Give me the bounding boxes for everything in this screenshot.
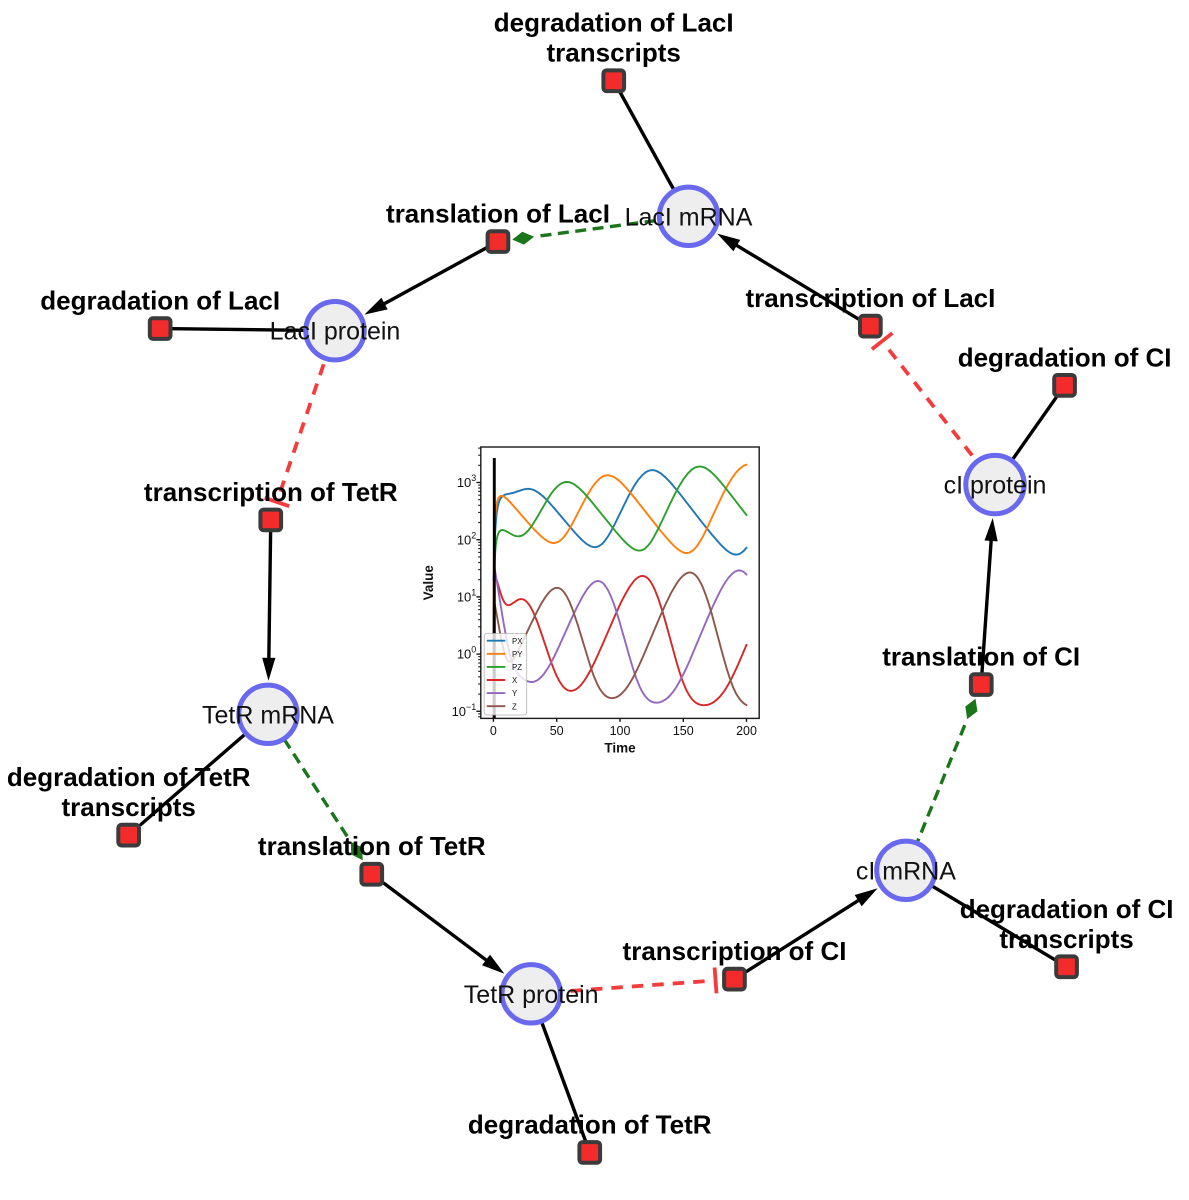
- svg-text:200: 200: [736, 724, 757, 738]
- svg-text:100: 100: [457, 645, 476, 662]
- svg-text:transcription of TetR: transcription of TetR: [144, 477, 398, 507]
- svg-text:cI mRNA: cI mRNA: [856, 857, 956, 885]
- svg-text:Z: Z: [512, 702, 517, 711]
- svg-text:0: 0: [490, 724, 497, 738]
- svg-text:degradation of CI: degradation of CI: [960, 894, 1174, 924]
- svg-text:degradation of CI: degradation of CI: [958, 342, 1172, 372]
- svg-text:translation of CI: translation of CI: [882, 642, 1080, 672]
- svg-text:translation of LacI: translation of LacI: [386, 199, 610, 229]
- svg-text:150: 150: [673, 724, 694, 738]
- svg-text:50: 50: [550, 724, 564, 738]
- svg-text:cI protein: cI protein: [944, 472, 1047, 500]
- svg-text:translation of TetR: translation of TetR: [258, 831, 486, 861]
- svg-text:10−1: 10−1: [452, 702, 477, 719]
- svg-text:transcripts: transcripts: [62, 792, 196, 822]
- svg-text:transcription of LacI: transcription of LacI: [745, 283, 995, 313]
- svg-text:100: 100: [610, 724, 631, 738]
- svg-text:PY: PY: [512, 650, 523, 659]
- svg-text:transcripts: transcripts: [547, 38, 681, 68]
- svg-text:101: 101: [457, 588, 476, 605]
- svg-text:103: 103: [457, 473, 476, 490]
- svg-text:LacI protein: LacI protein: [270, 318, 401, 346]
- svg-text:degradation of TetR: degradation of TetR: [468, 1109, 712, 1139]
- svg-text:Value: Value: [421, 565, 436, 601]
- svg-text:PZ: PZ: [512, 663, 522, 672]
- svg-text:PX: PX: [512, 637, 523, 646]
- svg-text:TetR protein: TetR protein: [464, 981, 599, 1009]
- svg-text:degradation of LacI: degradation of LacI: [494, 8, 734, 38]
- svg-text:degradation of TetR: degradation of TetR: [7, 762, 251, 792]
- svg-text:Y: Y: [512, 689, 518, 698]
- svg-text:X: X: [512, 676, 518, 685]
- svg-text:102: 102: [457, 530, 476, 547]
- svg-text:Time: Time: [604, 741, 636, 756]
- svg-text:TetR mRNA: TetR mRNA: [202, 701, 334, 729]
- svg-text:LacI mRNA: LacI mRNA: [625, 203, 753, 231]
- svg-text:transcripts: transcripts: [999, 924, 1133, 954]
- svg-text:degradation of LacI: degradation of LacI: [40, 286, 280, 316]
- svg-text:transcription of CI: transcription of CI: [623, 936, 847, 966]
